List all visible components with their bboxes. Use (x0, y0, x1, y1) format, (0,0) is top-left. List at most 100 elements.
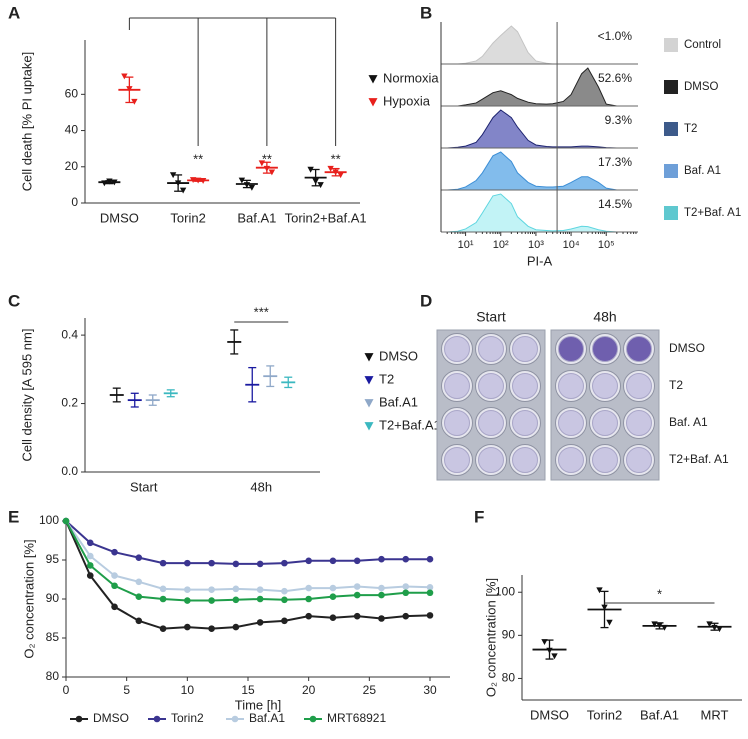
well (512, 410, 538, 436)
data-point (402, 589, 410, 597)
gate-percentage: 17.3% (598, 155, 632, 169)
data-point (179, 187, 187, 194)
data-point (402, 583, 410, 590)
y-tick-label: 20 (65, 159, 79, 173)
well (478, 373, 504, 399)
gate-percentage: <1.0% (598, 29, 633, 43)
x-tick-label: 5 (123, 683, 130, 697)
y-axis-label: Cell death [% PI uptake] (19, 52, 34, 191)
y-tick-label: 80 (46, 669, 60, 683)
legend-marker (309, 715, 317, 723)
data-point (329, 593, 337, 600)
y-tick-label: 95 (46, 552, 60, 566)
legend-swatch (664, 38, 678, 52)
data-point (329, 584, 337, 592)
data-point (378, 615, 385, 622)
data-point (337, 172, 344, 179)
well (558, 410, 584, 436)
data-point (232, 623, 240, 631)
significance: * (657, 586, 662, 601)
y-tick-label: 80 (502, 671, 516, 685)
well (444, 410, 470, 436)
histogram-outline (447, 25, 624, 65)
histogram-outline (447, 151, 624, 191)
histogram-fill (447, 110, 624, 148)
series-line (65, 520, 430, 565)
legend-marker (231, 715, 239, 723)
y-tick-label: 40 (65, 123, 79, 137)
y-axis-label: O₂ concentration [%] (483, 578, 498, 697)
data-point (232, 585, 240, 593)
x-tick-label: 10⁵ (598, 239, 615, 251)
data-point (86, 552, 94, 560)
significance: ** (331, 151, 341, 166)
series-line (65, 520, 431, 593)
histogram-fill (447, 68, 624, 106)
panel-label: E (8, 507, 19, 526)
well (626, 373, 652, 399)
data-point (317, 182, 324, 189)
data-point (135, 593, 143, 600)
panel-label: C (8, 291, 20, 310)
significance: ** (193, 151, 203, 166)
row-label: Baf. A1 (669, 415, 708, 429)
data-point (281, 559, 288, 567)
legend-marker (153, 715, 161, 723)
legend-swatch (664, 122, 678, 136)
panel-label: F (474, 507, 484, 526)
data-point (184, 597, 191, 604)
x-tick-label: 0 (63, 683, 70, 697)
panel-label: D (420, 291, 432, 310)
x-tick-label: Torin2 (587, 707, 622, 722)
data-point (353, 612, 361, 620)
well (444, 336, 470, 362)
row-label: T2+Baf. A1 (669, 452, 729, 466)
x-axis-label: Time [h] (235, 697, 281, 712)
x-tick-label: 20 (302, 683, 316, 697)
data-point (305, 612, 312, 620)
legend-marker (368, 98, 378, 107)
y-tick-label: 90 (502, 628, 516, 642)
data-point (159, 625, 167, 632)
x-tick-label: 25 (363, 683, 377, 697)
y-tick-label: 85 (46, 630, 60, 644)
legend-marker (364, 422, 374, 431)
significance: ** (262, 151, 272, 166)
legend-marker (364, 353, 374, 362)
gate-percentage: 52.6% (598, 71, 632, 85)
well (626, 336, 652, 362)
data-point (327, 165, 334, 172)
data-point (353, 557, 361, 565)
data-point (426, 589, 434, 597)
gate-percentage: 14.5% (598, 197, 632, 211)
data-point (232, 596, 240, 604)
legend-label: DMSO (684, 81, 719, 93)
y-tick-label: 0.4 (61, 327, 78, 341)
y-axis-label: Cell density [A 595 nm] (19, 329, 34, 462)
gate-percentage: 9.3% (605, 113, 633, 127)
data-point (86, 572, 94, 579)
panel-label: A (8, 3, 20, 22)
x-tick-label: 10² (493, 239, 509, 251)
data-point (426, 584, 434, 591)
data-point (86, 562, 94, 569)
legend-swatch (664, 206, 678, 220)
x-axis-label: PI-A (527, 253, 553, 268)
x-tick-label: DMSO (100, 210, 139, 225)
y-tick-label: 0.0 (61, 464, 78, 478)
data-point (551, 653, 558, 660)
data-point (62, 517, 70, 525)
data-point (307, 166, 314, 173)
data-point (86, 539, 94, 547)
data-point (353, 591, 361, 599)
y-tick-label: 60 (65, 87, 79, 101)
data-point (111, 582, 118, 590)
well (592, 410, 618, 436)
well (478, 410, 504, 436)
data-point (208, 559, 215, 567)
data-point (426, 555, 434, 563)
data-point (268, 169, 276, 176)
y-axis-label: O₂ concentration [%] (21, 539, 36, 658)
well (558, 447, 584, 473)
